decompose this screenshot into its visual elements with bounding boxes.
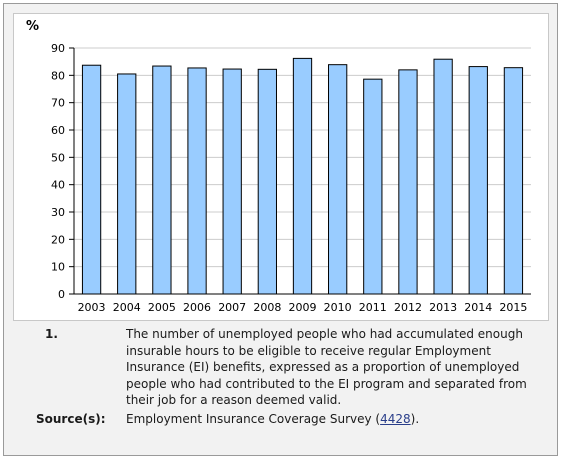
- x-tick-label: 2011: [359, 301, 387, 314]
- source-row: Source(s): Employment Insurance Coverage…: [36, 411, 536, 428]
- y-tick-label: 80: [51, 69, 65, 82]
- bar-2009: [292, 57, 313, 295]
- bar-2013: [433, 58, 453, 295]
- footnote-text: The number of unemployed people who had …: [126, 327, 527, 407]
- y-tick-label: 70: [51, 97, 65, 110]
- x-tick-label: 2006: [183, 301, 211, 314]
- x-tick-label: 2014: [464, 301, 492, 314]
- y-tick-label: 30: [51, 206, 65, 219]
- source-link[interactable]: 4428: [380, 411, 411, 426]
- axes: 0 10 20 30 40 50 60 70 80 90 2003 2004 2005 2006 2007 2…: [51, 42, 531, 314]
- y-tick-label: 0: [58, 288, 65, 301]
- bars: [81, 57, 524, 295]
- bar-2008: [257, 68, 277, 295]
- bar-2005: [152, 65, 172, 295]
- source-label: Source(s):: [36, 411, 106, 426]
- bar-2015: [503, 67, 524, 295]
- x-tick-label: 2012: [394, 301, 422, 314]
- x-tick-label: 2007: [218, 301, 246, 314]
- y-tick-label: 10: [51, 261, 65, 274]
- x-tick-label: 2003: [78, 301, 106, 314]
- y-tick-label: 60: [51, 124, 65, 137]
- footnotes: 1. The number of unemployed people who h…: [36, 326, 536, 427]
- bar-2004: [117, 73, 137, 295]
- chart-panel: 0 10 20 30 40 50 60 70 80 90 2003 2004 2005 2006 2007 2…: [13, 13, 549, 321]
- source-text-before: Employment Insurance Coverage Survey (: [126, 411, 381, 426]
- x-tick-label: 2015: [499, 301, 527, 314]
- x-tick-label: 2008: [253, 301, 281, 314]
- x-tick-label: 2009: [289, 301, 317, 314]
- y-tick-label: 90: [51, 42, 65, 55]
- footnote-1: 1. The number of unemployed people who h…: [36, 326, 536, 409]
- x-tick-label: 2005: [148, 301, 176, 314]
- bar-2007: [222, 68, 242, 295]
- y-tick-label: 20: [51, 233, 65, 246]
- bar-2003: [81, 64, 102, 295]
- y-tick-label: 50: [51, 151, 65, 164]
- bar-2012: [398, 69, 418, 295]
- x-tick-label: 2004: [113, 301, 141, 314]
- x-tick-label: 2013: [429, 301, 457, 314]
- source-text-after: ).: [410, 411, 420, 426]
- bar-2014: [468, 66, 488, 295]
- bar-chart: 0 10 20 30 40 50 60 70 80 90 2003 2004 2005 2006 2007 2…: [26, 19, 531, 314]
- source-text: Employment Insurance Coverage Survey (44…: [126, 411, 536, 428]
- y-tick-label: 40: [51, 179, 65, 192]
- chart-frame: 0 10 20 30 40 50 60 70 80 90 2003 2004 2005 2006 2007 2…: [3, 3, 558, 456]
- bar-2006: [187, 67, 207, 295]
- x-tick-label: 2010: [324, 301, 352, 314]
- y-unit-label: %: [26, 19, 39, 34]
- bar-2010: [328, 64, 348, 295]
- footnote-number: 1.: [45, 327, 58, 341]
- bar-2011: [363, 78, 383, 295]
